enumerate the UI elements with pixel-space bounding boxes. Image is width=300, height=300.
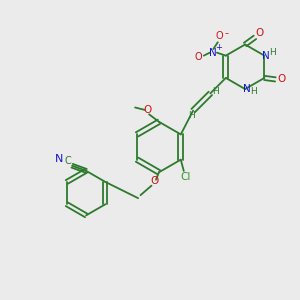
Text: O: O <box>215 31 223 41</box>
Text: O: O <box>194 52 202 62</box>
Text: H: H <box>250 87 257 96</box>
Text: O: O <box>256 28 264 38</box>
Text: H: H <box>212 87 219 96</box>
Text: O: O <box>143 106 151 116</box>
Text: N: N <box>243 84 250 94</box>
Text: N: N <box>209 48 217 58</box>
Text: Cl: Cl <box>180 172 190 182</box>
Text: N: N <box>262 51 270 61</box>
Text: C: C <box>65 156 72 166</box>
Text: -: - <box>224 28 228 38</box>
Text: H: H <box>269 48 276 57</box>
Text: O: O <box>277 74 286 84</box>
Text: O: O <box>150 176 159 186</box>
Text: +: + <box>215 43 222 52</box>
Text: H: H <box>188 111 195 120</box>
Text: N: N <box>55 154 64 164</box>
